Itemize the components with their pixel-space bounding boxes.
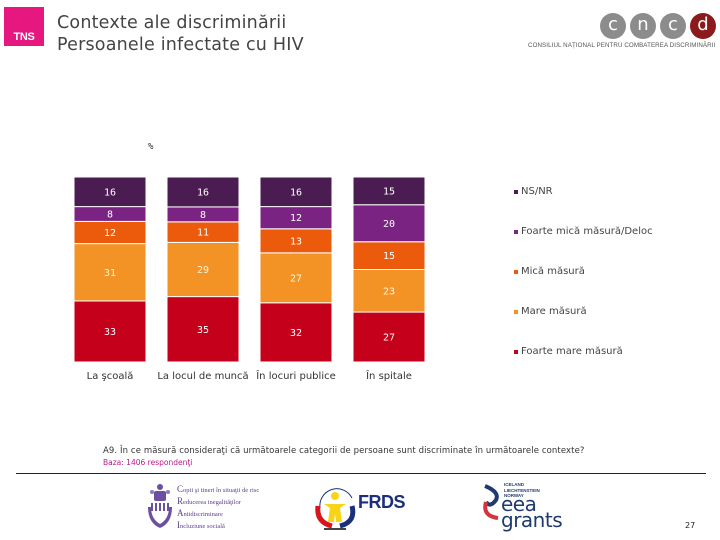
legend-swatch <box>514 269 518 274</box>
data-label: 35 <box>197 325 209 336</box>
legend-swatch <box>514 349 518 354</box>
data-label: 8 <box>200 210 206 221</box>
eea-country: ICELAND <box>504 482 524 487</box>
copii-line: Reducerea inegalităţilor <box>177 496 241 506</box>
data-label: 27 <box>383 333 395 344</box>
cncd-caption: CONSILIUL NAȚIONAL PENTRU COMBATEREA DIS… <box>528 42 716 49</box>
category-label: În locuri publice <box>255 369 336 382</box>
legend-label: Foarte mică măsură/Deloc <box>521 226 653 237</box>
data-label: 15 <box>383 186 395 197</box>
legend-item: Mică măsură <box>514 266 585 277</box>
legend-item: NS/NR <box>514 186 553 197</box>
bar-segment <box>73 176 147 208</box>
eea-wordmark: eea grants <box>501 492 563 532</box>
bar-segment <box>352 176 426 206</box>
category-label: La locul de muncă <box>157 371 248 382</box>
legend-item: Foarte mică măsură/Deloc <box>514 226 653 237</box>
frds-logo: FRDS <box>312 478 412 536</box>
title-line-2: Persoanele infectate cu HIV <box>57 35 304 55</box>
data-label: 32 <box>290 328 302 339</box>
footer-divider <box>16 473 706 474</box>
eea-country: LIECHTENSTEIN <box>504 487 540 493</box>
eea-country: NORWAY <box>504 493 524 498</box>
cncd-letter: n <box>630 13 656 39</box>
data-label: 23 <box>383 286 395 297</box>
data-label: 15 <box>383 251 395 262</box>
cncd-logo: c n c d CONSILIUL NAȚIONAL PENTRU COMBAT… <box>520 10 720 50</box>
data-label: 16 <box>290 187 302 198</box>
frds-emblem-icon <box>315 488 356 530</box>
copii-line: Copii şi tineri în situaţii de risc <box>177 484 260 494</box>
copii-logo: Copii şi tineri în situaţii de risc Redu… <box>143 480 273 535</box>
data-label: 27 <box>290 273 302 284</box>
cncd-letter: d <box>690 13 716 39</box>
frds-text: FRDS <box>358 492 406 512</box>
category-label: În spitale <box>365 369 412 382</box>
legend-label: Mare măsură <box>521 306 587 317</box>
legend-item: Foarte mare măsură <box>514 346 623 357</box>
data-label: 16 <box>197 187 209 198</box>
page-number: 27 <box>685 521 696 530</box>
data-label: 16 <box>104 187 116 198</box>
copii-line: Incluziune socială <box>177 520 225 530</box>
eea-word: eea <box>501 492 537 516</box>
eea-word: grants <box>501 508 563 532</box>
legend-swatch <box>514 229 518 234</box>
survey-question: A9. În ce măsură consideraţi că următoar… <box>103 446 585 456</box>
data-label: 13 <box>290 236 302 247</box>
sample-base: Baza: 1406 respondenţi <box>103 458 193 467</box>
data-label: 8 <box>107 210 113 221</box>
cncd-letter: c <box>660 13 686 39</box>
legend-label: NS/NR <box>521 186 553 197</box>
hands-family-icon <box>148 484 172 528</box>
tns-logo: TNS <box>4 7 44 46</box>
bar-segment <box>166 176 240 208</box>
bar-segment <box>352 241 426 270</box>
data-label: 11 <box>197 228 209 239</box>
data-label: 31 <box>104 268 116 279</box>
data-label: 29 <box>197 265 209 276</box>
copii-line: Antidiscriminare <box>177 508 223 518</box>
eea-grants-logo: ICELAND LIECHTENSTEIN NORWAY eea grants <box>480 480 590 535</box>
legend-swatch <box>514 189 518 194</box>
bar-segment <box>352 204 426 243</box>
bar-segment <box>259 176 333 208</box>
bar-segment <box>166 241 240 298</box>
copii-text: Copii şi tineri în situaţii de risc Redu… <box>177 484 259 532</box>
legend-label: Mică măsură <box>521 266 585 277</box>
eea-swirl-icon <box>483 484 499 520</box>
data-label: 12 <box>104 228 116 239</box>
cncd-letter: c <box>600 13 626 39</box>
eea-countries: ICELAND LIECHTENSTEIN NORWAY <box>504 482 540 499</box>
legend-label: Foarte mare măsură <box>521 346 623 357</box>
cncd-letters: c n c d <box>600 13 716 39</box>
legend-item: Mare măsură <box>514 306 587 317</box>
legend-swatch <box>514 309 518 314</box>
data-label: 20 <box>383 219 395 230</box>
data-label: 33 <box>104 327 116 338</box>
bar-segment <box>352 269 426 313</box>
title-line-1: Contexte ale discriminării <box>57 13 287 33</box>
slide-title: Contexte ale discriminării Persoanele in… <box>57 12 304 56</box>
bar-segment <box>73 243 147 302</box>
chart-unit-label: % <box>148 142 154 152</box>
data-label: 12 <box>290 213 302 224</box>
stacked-bar-chart: 33 31 12 8 16 La şcoală 35 29 11 8 16 La locul de m… <box>73 176 426 382</box>
bar-segment <box>73 300 147 363</box>
bar-segment <box>259 302 333 363</box>
category-label: La şcoală <box>87 371 134 382</box>
